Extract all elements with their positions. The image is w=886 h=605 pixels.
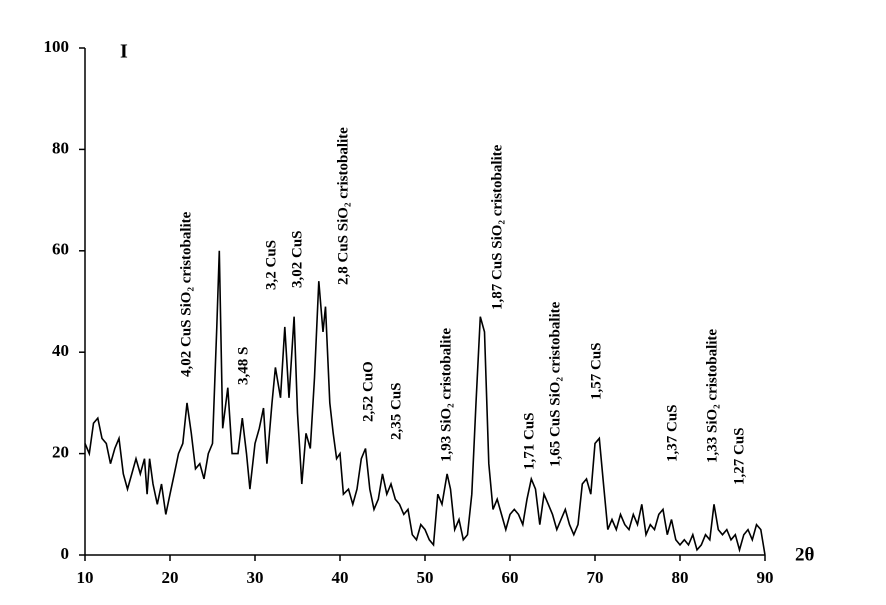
x-tick-label: 20 bbox=[162, 568, 179, 587]
y-tick-label: 80 bbox=[52, 138, 69, 157]
xrd-line bbox=[84, 250, 766, 556]
peak-annotation: 1,27 CuS bbox=[731, 427, 747, 485]
peak-annotation: 3,48 S bbox=[235, 347, 251, 385]
x-tick-label: 70 bbox=[587, 568, 604, 587]
y-tick-label: 40 bbox=[52, 341, 69, 360]
x-tick-label: 50 bbox=[417, 568, 434, 587]
y-tick-label: 0 bbox=[61, 544, 70, 563]
x-axis-label: 2θ bbox=[795, 544, 815, 565]
peak-annotation: 1,33 SiO₂ cristobalite bbox=[704, 329, 720, 463]
peak-annotation: 1,37 CuS bbox=[664, 404, 680, 462]
peak-annotation: 2,52 CuO bbox=[360, 361, 376, 422]
peak-annotation: 1,87 CuS SiO₂ cristobalite bbox=[489, 144, 505, 310]
peak-annotation: 2,35 CuS bbox=[388, 382, 404, 440]
x-tick-label: 60 bbox=[502, 568, 519, 587]
x-tick-label: 10 bbox=[77, 568, 94, 587]
y-tick-label: 60 bbox=[52, 240, 69, 259]
peak-annotation: 1,71 CuS bbox=[521, 412, 537, 470]
peak-annotation: 2,8 CuS SiO₂ cristobalite bbox=[335, 127, 351, 285]
peak-annotation: 3,2 CuS bbox=[263, 240, 279, 290]
x-tick-label: 40 bbox=[332, 568, 349, 587]
y-tick-label: 20 bbox=[52, 443, 69, 462]
peak-annotation: 1,93 SiO₂ cristobalite bbox=[438, 328, 454, 462]
x-tick-label: 90 bbox=[757, 568, 774, 587]
peak-annotation: 4,02 CuS SiO₂ cristobalite bbox=[178, 211, 194, 377]
y-axis-label: I bbox=[120, 41, 128, 63]
y-tick-label: 100 bbox=[44, 37, 70, 56]
peak-annotation: 1,65 CuS SiO₂ cristobalite bbox=[547, 301, 563, 467]
peak-annotation: 1,57 CuS bbox=[588, 342, 604, 400]
x-tick-label: 30 bbox=[247, 568, 264, 587]
x-tick-label: 80 bbox=[672, 568, 689, 587]
peak-annotation: 3,02 CuS bbox=[289, 230, 305, 288]
